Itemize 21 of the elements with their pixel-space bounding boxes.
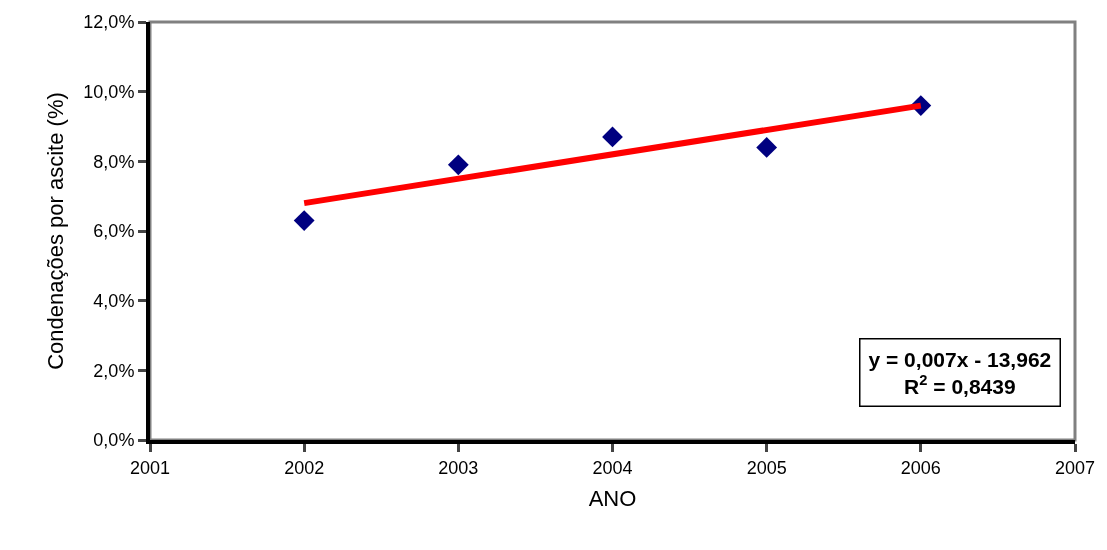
x-tick-label: 2003: [438, 457, 479, 478]
x-tick-label: 2002: [284, 457, 325, 478]
x-tick-label: 2006: [900, 457, 941, 478]
y-tick-label: 6,0%: [93, 221, 135, 242]
x-axis-title: ANO: [588, 486, 637, 511]
y-tick-label: 10,0%: [83, 81, 135, 102]
point: [602, 126, 623, 148]
x-tick-label: 2005: [746, 457, 787, 478]
point: [293, 210, 315, 231]
y-tick-label: 0,0%: [93, 430, 135, 451]
y-tick-label: 8,0%: [93, 151, 135, 172]
y-tick-label: 12,0%: [83, 12, 135, 33]
annotation: y = 0,007x - 13,962 R$^{2}$ = 0,8439: [868, 347, 1052, 398]
point: [447, 154, 469, 176]
x-tick-label: 2007: [1054, 457, 1096, 478]
y-tick-label: 2,0%: [93, 360, 135, 381]
y-axis-title: Condenações por ascite (%): [42, 92, 68, 370]
y-tick-label: 4,0%: [93, 290, 135, 311]
x-tick-label: 2001: [129, 457, 171, 478]
x-tick-label: 2004: [592, 457, 633, 478]
point: [756, 137, 778, 158]
